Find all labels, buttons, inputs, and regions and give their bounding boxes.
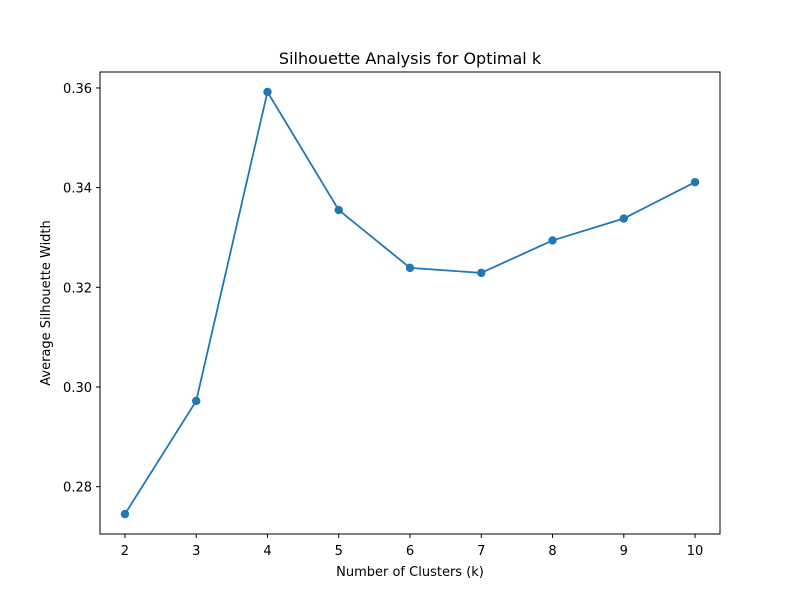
y-tick-label: 0.32 (63, 281, 92, 296)
x-tick-label: 10 (687, 544, 704, 559)
x-tick-label: 8 (548, 544, 556, 559)
plot-frame (99, 71, 721, 535)
x-tick-label: 7 (477, 544, 485, 559)
data-point (690, 177, 700, 187)
data-point (192, 396, 201, 406)
x-tick-label: 4 (263, 544, 271, 559)
x-tick-label: 6 (406, 544, 414, 559)
data-point (334, 205, 343, 215)
data-point (263, 87, 272, 97)
y-tick-label: 0.28 (63, 481, 92, 496)
y-tick-label: 0.30 (63, 381, 92, 396)
x-tick-label: 9 (620, 544, 628, 559)
data-point (619, 214, 628, 223)
data-point (120, 509, 130, 519)
y-tick-label: 0.34 (63, 182, 92, 197)
x-axis-label: Number of Clusters (k) (336, 565, 484, 580)
x-tick-label: 3 (192, 544, 200, 559)
y-axis-label: Average Silhouette Width (39, 220, 54, 386)
plot-area (100, 72, 720, 534)
x-tick-label: 5 (335, 544, 343, 559)
x-tick-label: 2 (121, 544, 129, 559)
data-point (405, 263, 415, 273)
data-layer (120, 87, 700, 519)
y-tick-label: 0.36 (63, 82, 92, 97)
data-point (477, 268, 486, 278)
axis-layer: 2 3 4 5 6 7 8 9 10 0.28 0.30 0.32 0.34 0.36 (63, 82, 703, 559)
chart-title: Silhouette Analysis for Optimal k (279, 49, 542, 68)
data-point (548, 236, 557, 245)
